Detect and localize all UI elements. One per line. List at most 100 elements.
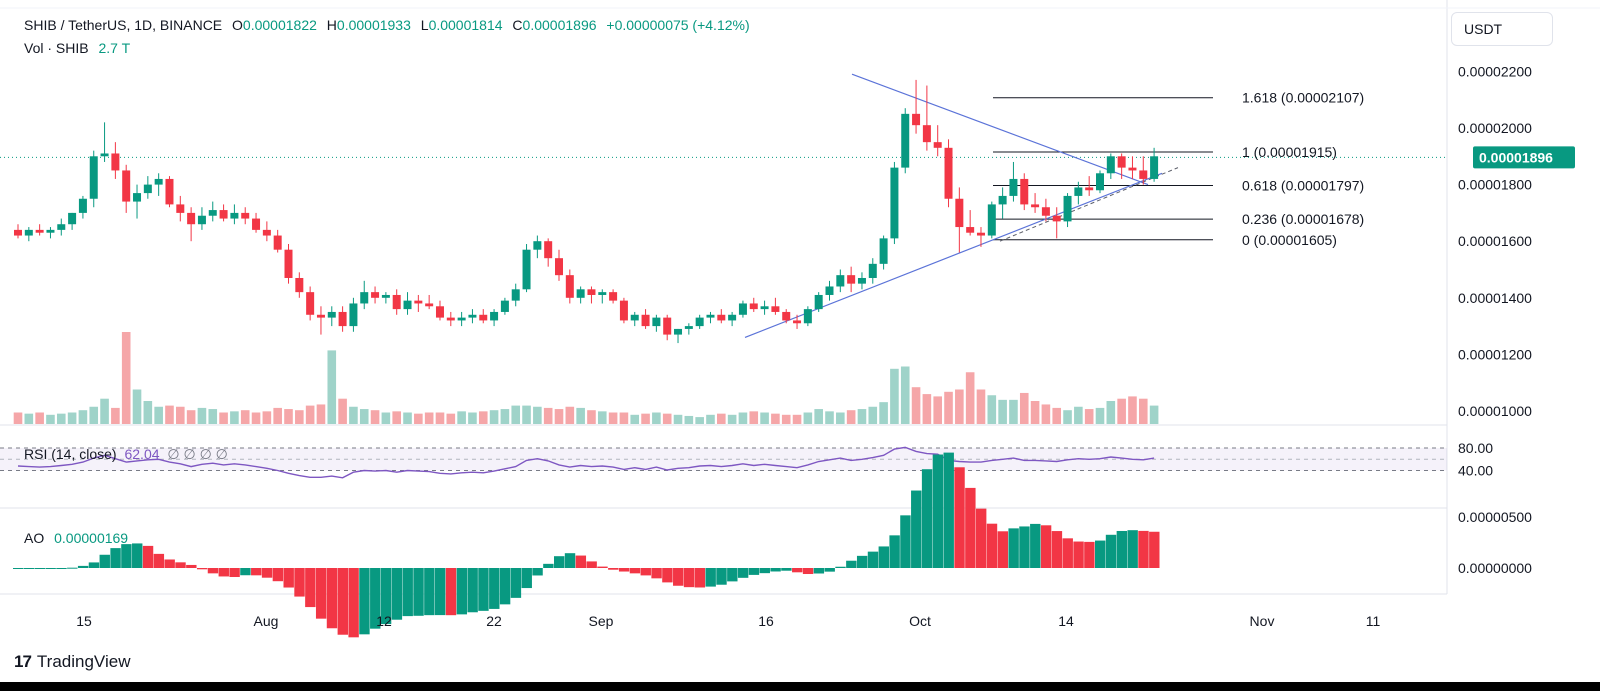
ao-bar: [629, 568, 641, 574]
volume-bar: [738, 412, 748, 424]
ao-bar: [640, 568, 651, 576]
open-value: 0.00001822: [242, 17, 317, 33]
volume-bar: [414, 413, 423, 424]
brand-name: TradingView: [36, 652, 131, 671]
ao-bar: [434, 568, 446, 616]
candle-body: [1096, 173, 1104, 191]
ao-label[interactable]: AO: [24, 530, 45, 546]
candle-body: [847, 275, 856, 284]
ao-bar: [240, 568, 251, 576]
symbol-title[interactable]: SHIB / TetherUS, 1D, BINANCE: [24, 17, 223, 33]
ao-bar: [1051, 531, 1063, 568]
ao-bar: [478, 568, 489, 611]
candle-body: [825, 286, 834, 295]
high-label: H: [326, 17, 337, 33]
volume-bar: [143, 401, 153, 424]
volume-bar: [35, 412, 44, 424]
time-tick-label: 12: [376, 613, 392, 629]
candle-body: [457, 317, 466, 321]
volume-bar: [338, 398, 347, 424]
candle-body: [641, 314, 650, 327]
volume-bar: [717, 413, 726, 424]
candle-body: [619, 300, 628, 321]
candle-body: [912, 113, 921, 126]
volume-label[interactable]: Vol · SHIB: [24, 40, 89, 56]
ao-tick-label: 0.00000500: [1458, 509, 1532, 525]
ao-tick-label: 0.00000000: [1458, 560, 1532, 576]
volume-bar: [803, 412, 813, 424]
ao-bar: [121, 544, 132, 568]
candle-body: [1063, 195, 1072, 222]
ao-bar: [954, 467, 965, 568]
volume-bar: [955, 389, 964, 424]
ao-bar: [88, 562, 100, 568]
price-tick-label: 0.00001200: [1458, 346, 1532, 362]
ao-bar: [554, 556, 565, 568]
currency-button[interactable]: USDT: [1451, 12, 1553, 46]
candle-body: [944, 147, 953, 199]
brand[interactable]: 17 TradingView: [14, 652, 130, 672]
low-value: 0.00001814: [428, 17, 503, 33]
ao-bar: [1008, 528, 1019, 568]
volume-bar: [359, 409, 369, 424]
candle-body: [68, 212, 77, 225]
volume-bar: [673, 414, 683, 424]
candle-body: [176, 204, 185, 213]
volume-bar: [370, 410, 380, 424]
time-tick-label: 16: [758, 613, 774, 629]
ao-bar: [618, 568, 630, 572]
ao-bar: [651, 568, 662, 579]
ao-bar: [305, 568, 316, 608]
candle-body: [262, 229, 271, 236]
volume-bar: [543, 407, 553, 424]
ao-bar: [413, 568, 424, 616]
candle-body: [663, 317, 672, 335]
ao-bar: [673, 568, 684, 586]
ao-bar: [207, 568, 219, 574]
candle-body: [587, 289, 596, 295]
ao-bar: [229, 568, 240, 578]
volume-bar: [392, 411, 401, 424]
volume-bar: [1019, 392, 1029, 424]
ao-bar: [802, 568, 814, 575]
ao-bar: [153, 553, 165, 568]
ao-bar: [196, 568, 208, 570]
volume-bar: [1041, 404, 1051, 424]
fib-level-label: 1.618 (0.00002107): [1242, 90, 1364, 106]
low-label: L: [420, 17, 429, 33]
rsi-tick-label: 40.00: [1458, 463, 1493, 479]
rsi-label[interactable]: RSI (14, close): [24, 446, 117, 462]
ao-bar: [56, 568, 67, 569]
ao-bar: [337, 568, 348, 635]
symbol-legend: SHIB / TetherUS, 1D, BINANCE O0.00001822…: [24, 17, 756, 33]
volume-bar: [706, 414, 715, 424]
candle-body: [630, 314, 639, 321]
volume-bar: [197, 407, 207, 424]
rsi-line: [17, 446, 1155, 479]
candle-body: [273, 235, 282, 250]
time-tick-label: 22: [486, 613, 502, 629]
ao-bar: [564, 553, 576, 568]
volume-bar: [111, 407, 120, 424]
ao-bar: [716, 568, 727, 585]
candle-body: [252, 218, 261, 230]
volume-bar: [1084, 409, 1094, 424]
ao-bar: [99, 554, 110, 568]
ao-bar: [1073, 541, 1084, 568]
candle-body: [533, 241, 542, 250]
ao-bar: [1138, 530, 1149, 568]
ao-bar: [705, 568, 716, 587]
ao-bar: [175, 562, 186, 568]
close-value: 0.00001896: [522, 17, 597, 33]
time-tick-label: 14: [1058, 613, 1074, 629]
ao-bar: [1030, 523, 1041, 568]
volume-bar: [846, 410, 856, 424]
candle-body: [760, 306, 769, 310]
ao-bar: [67, 567, 78, 569]
candle-body: [706, 314, 715, 318]
ao-bar: [997, 531, 1009, 568]
ao-bar: [1040, 525, 1052, 568]
time-tick-label: Oct: [909, 613, 931, 629]
